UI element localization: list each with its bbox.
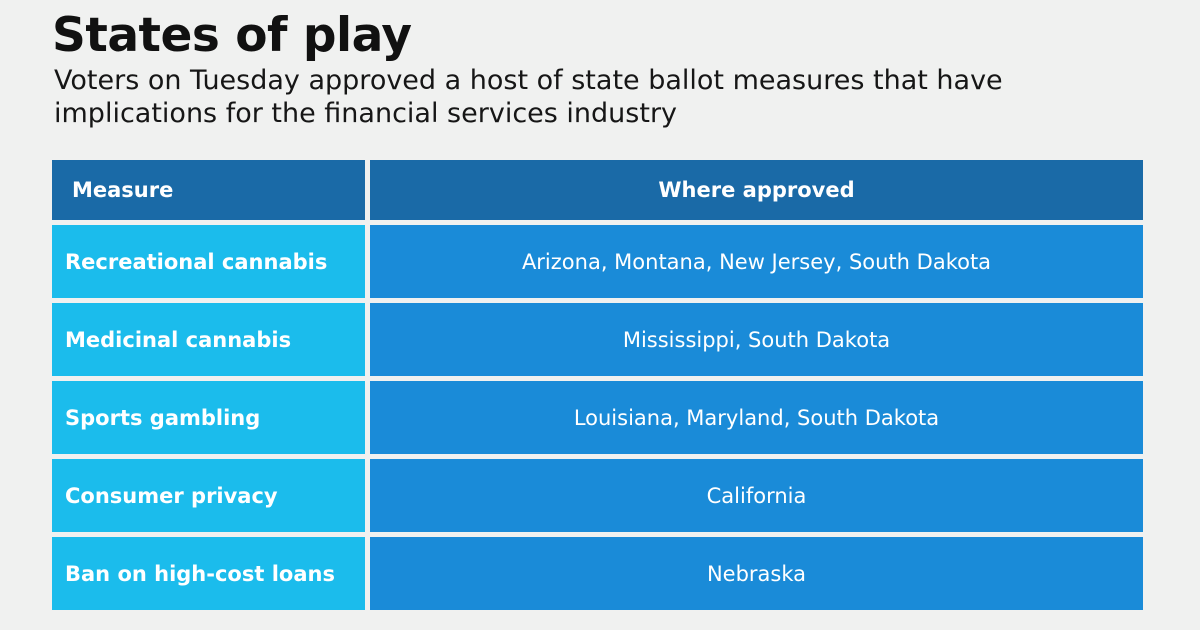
header-measure: Measure [52, 160, 365, 220]
measure-cell: Sports gambling [52, 381, 365, 454]
measure-cell: Ban on high-cost loans [52, 537, 365, 610]
where-approved-cell: California [370, 459, 1143, 532]
where-approved-cell: Louisiana, Maryland, South Dakota [370, 381, 1143, 454]
chart-title: States of play [52, 8, 412, 63]
ballot-measures-table: Measure Where approved Recreational cann… [52, 160, 1143, 610]
chart-subtitle: Voters on Tuesday approved a host of sta… [54, 65, 1003, 129]
measure-cell: Consumer privacy [52, 459, 365, 532]
where-approved-cell: Mississippi, South Dakota [370, 303, 1143, 376]
header-where-approved: Where approved [370, 160, 1143, 220]
where-approved-cell: Arizona, Montana, New Jersey, South Dako… [370, 225, 1143, 298]
measure-cell: Recreational cannabis [52, 225, 365, 298]
measure-cell: Medicinal cannabis [52, 303, 365, 376]
where-approved-cell: Nebraska [370, 537, 1143, 610]
